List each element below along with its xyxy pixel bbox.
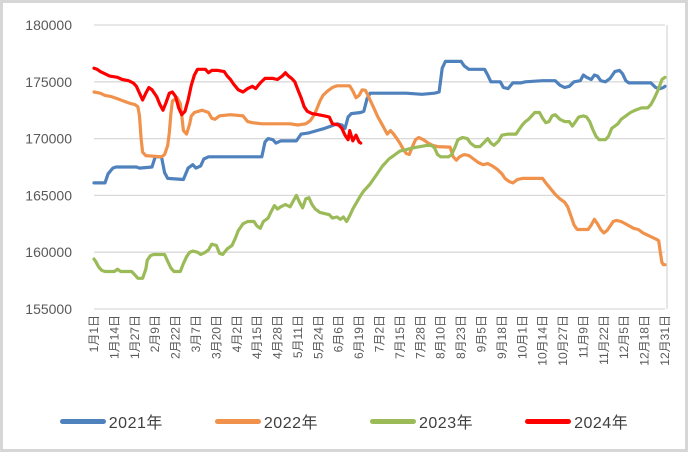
x-tick-label: 2月22日	[169, 315, 183, 359]
gridlines	[94, 24, 665, 310]
legend-item: 2021年	[59, 409, 163, 433]
x-tick-label: 8月23日	[454, 315, 468, 359]
y-tick-label: 155000	[25, 301, 72, 317]
x-tick-label: 11月9日	[576, 315, 590, 358]
series-line-2023年	[92, 75, 667, 280]
x-tick-label: 7月2日	[373, 315, 387, 352]
x-tick-label: 1月14日	[107, 315, 121, 359]
legend-item: 2022年	[214, 409, 318, 433]
x-axis-labels: 1月1日 1月14日 1月27日 2月9日 2月22日 3月7日 3月20日 4月2日 4月15…	[87, 315, 672, 366]
x-tick-label: 10月27日	[556, 315, 570, 366]
x-tick-label: 1月1日	[87, 315, 101, 352]
line-chart: 155000 160000 165000 170000 175000 180000 1月1日…	[25, 17, 672, 366]
x-tick-label: 7月15日	[393, 315, 407, 359]
y-tick-label: 180000	[25, 17, 72, 33]
chart-legend: 2021年 2022年 2023年 2024年	[3, 409, 685, 433]
x-tick-label: 6月6日	[332, 315, 346, 352]
x-tick-label: 4月2日	[230, 315, 244, 352]
x-tick-label: 9月5日	[474, 315, 488, 352]
x-tick-label: 4月28日	[271, 315, 285, 359]
x-tick-label: 11月22日	[597, 315, 611, 365]
x-tick-label: 6月19日	[352, 315, 366, 359]
x-tick-label: 9月18日	[495, 315, 509, 359]
legend-item: 2024年	[525, 409, 628, 433]
y-tick-label: 175000	[25, 74, 72, 90]
x-tick-label: 12月18日	[638, 315, 652, 366]
y-tick-label: 160000	[25, 244, 72, 260]
legend-label: 2023年	[419, 415, 474, 432]
legend-line-swatch	[214, 418, 261, 424]
x-tick-label: 12月31日	[658, 315, 672, 366]
x-tick-label: 12月5日	[617, 315, 631, 359]
x-tick-label: 5月24日	[311, 315, 325, 359]
y-tick-label: 165000	[25, 187, 72, 203]
series-line-2024年	[92, 66, 363, 145]
x-tick-label: 3月7日	[189, 315, 203, 352]
x-tick-label: 10月1日	[515, 315, 529, 359]
legend-label: 2021年	[108, 415, 163, 432]
x-tick-label: 7月28日	[413, 315, 427, 359]
x-tick-label: 1月27日	[128, 315, 142, 359]
legend-label: 2022年	[263, 415, 318, 432]
y-tick-label: 170000	[25, 131, 72, 147]
legend-label: 2024年	[574, 415, 629, 432]
legend-item: 2023年	[370, 409, 473, 433]
x-tick-label: 8月10日	[434, 315, 448, 359]
x-tick-label: 5月11日	[291, 315, 305, 358]
x-tick-label: 10月14日	[536, 315, 550, 366]
y-axis-labels: 155000 160000 165000 170000 175000 180000	[25, 17, 72, 317]
legend-line-swatch	[370, 418, 416, 424]
x-tick-label: 2月9日	[148, 315, 162, 352]
legend-line-swatch	[525, 418, 572, 424]
legend-line-swatch	[59, 418, 106, 424]
series-line-2021年	[92, 59, 667, 185]
x-tick-label: 3月20日	[209, 315, 223, 359]
x-tick-label: 4月15日	[250, 315, 264, 359]
